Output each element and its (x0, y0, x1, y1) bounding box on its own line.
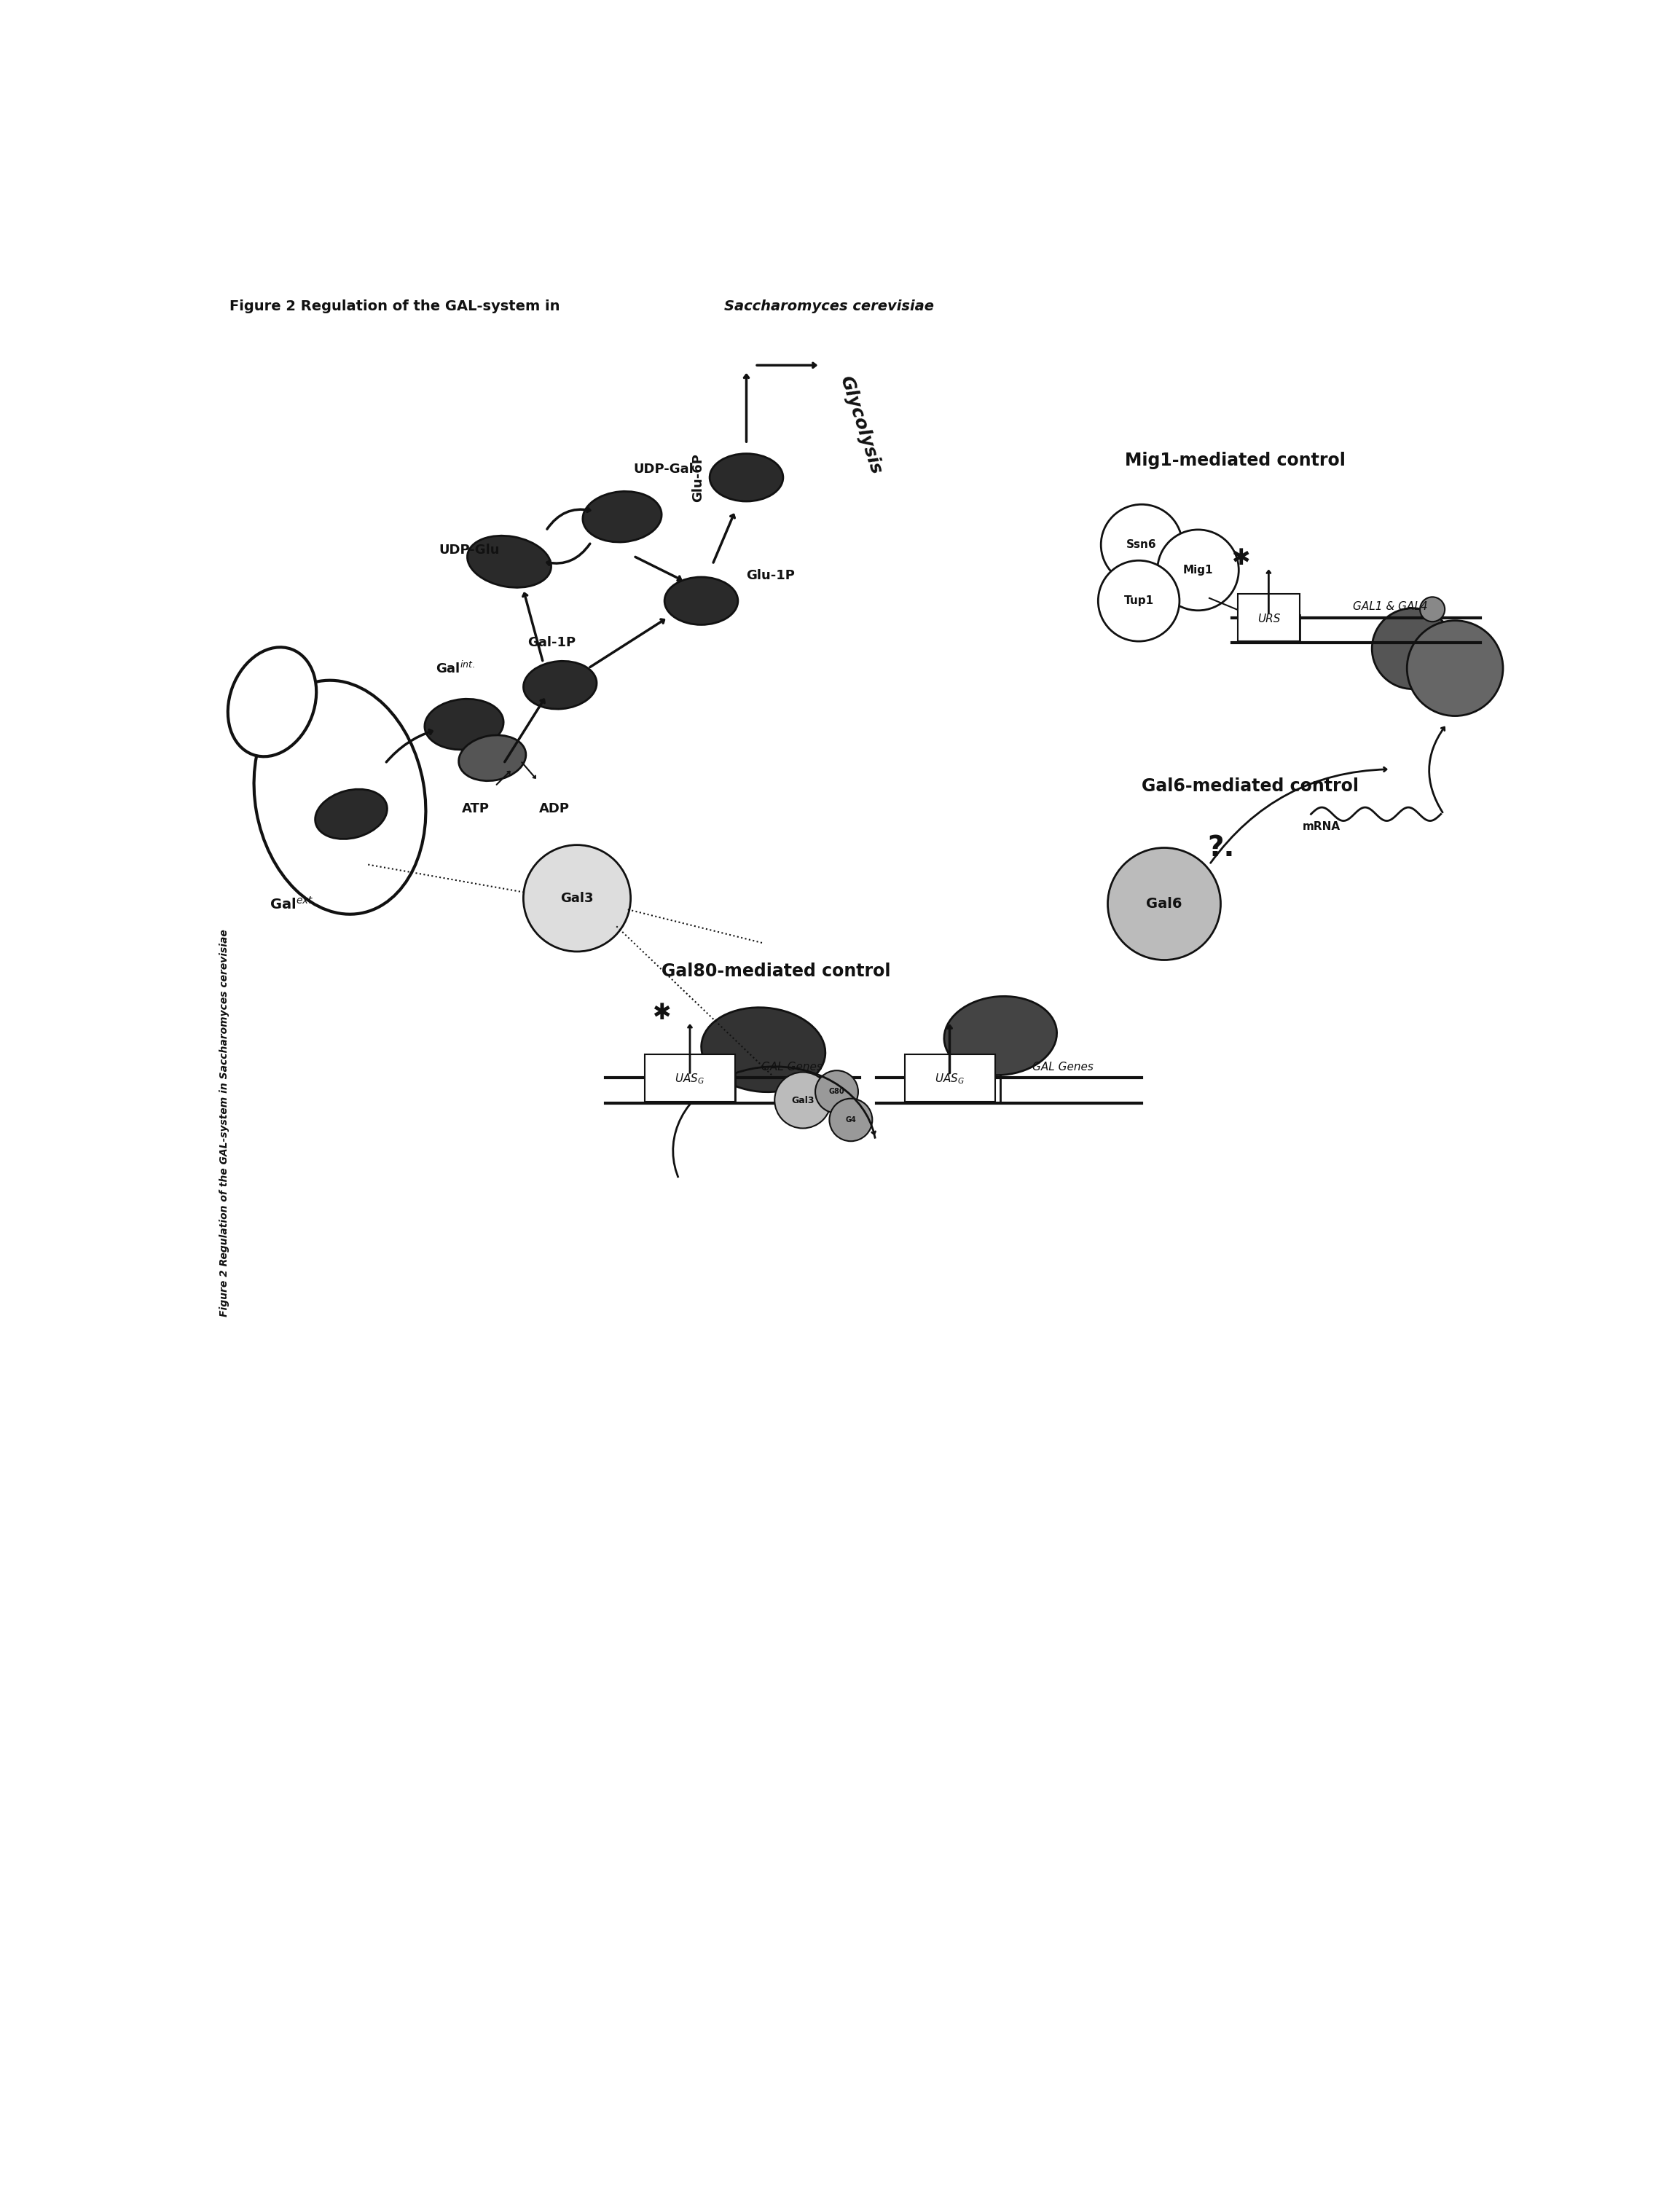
Text: Mig1: Mig1 (1183, 565, 1213, 576)
Circle shape (1100, 505, 1183, 585)
Circle shape (1373, 609, 1453, 689)
Text: Gal-1P: Gal-1P (528, 636, 576, 649)
Circle shape (1420, 596, 1445, 622)
Circle shape (1099, 561, 1179, 642)
Ellipse shape (459, 735, 526, 781)
Text: ✱: ✱ (1231, 547, 1250, 569)
Text: Gal$^{int.}$: Gal$^{int.}$ (435, 660, 475, 675)
Text: mRNA: mRNA (1302, 821, 1341, 832)
Text: Gal80-mediated control: Gal80-mediated control (662, 962, 890, 980)
Text: GAL Genes: GAL Genes (1032, 1062, 1094, 1073)
Text: Mig1-mediated control: Mig1-mediated control (1124, 452, 1346, 470)
Text: Glu-1P: Glu-1P (746, 569, 795, 583)
Ellipse shape (316, 790, 386, 839)
Ellipse shape (944, 995, 1057, 1075)
Circle shape (830, 1099, 872, 1141)
Ellipse shape (228, 647, 316, 757)
Text: G80: G80 (828, 1088, 845, 1095)
Ellipse shape (709, 455, 783, 501)
Circle shape (1406, 620, 1504, 715)
Circle shape (1158, 530, 1238, 611)
Text: ADP: ADP (539, 801, 570, 814)
Text: Glu-6P: Glu-6P (692, 452, 706, 501)
Text: Ssn6: Ssn6 (1127, 539, 1158, 550)
Ellipse shape (524, 662, 596, 708)
Text: ATP: ATP (462, 801, 489, 814)
Text: Gal$^{ext.}$: Gal$^{ext.}$ (269, 896, 314, 911)
Text: UAS$_G$: UAS$_G$ (675, 1073, 706, 1086)
Text: URS: URS (1257, 614, 1280, 625)
Ellipse shape (254, 680, 425, 914)
Circle shape (524, 845, 630, 951)
Text: ?.: ?. (1206, 834, 1235, 861)
Text: Gal3: Gal3 (791, 1095, 815, 1106)
FancyBboxPatch shape (904, 1055, 995, 1101)
Text: G4: G4 (845, 1117, 857, 1123)
Ellipse shape (701, 1006, 825, 1092)
Ellipse shape (425, 700, 504, 750)
Text: Gal6-mediated control: Gal6-mediated control (1142, 777, 1359, 795)
Text: GAL1 & GAL4: GAL1 & GAL4 (1352, 600, 1428, 611)
Text: Glycolysis: Glycolysis (837, 373, 885, 477)
Circle shape (1107, 847, 1221, 960)
Text: UDP-Glu: UDP-Glu (438, 543, 499, 556)
Text: Gal3: Gal3 (561, 892, 593, 905)
Text: Figure 2 Regulation of the GAL-system in: Figure 2 Regulation of the GAL-system in (230, 300, 564, 313)
Text: Tup1: Tup1 (1124, 596, 1154, 607)
Text: GAL Genes: GAL Genes (761, 1062, 822, 1073)
Ellipse shape (583, 492, 662, 543)
Circle shape (774, 1073, 832, 1128)
Text: Gal6: Gal6 (1146, 896, 1183, 911)
Ellipse shape (665, 576, 738, 625)
Text: Saccharomyces cerevisiae: Saccharomyces cerevisiae (724, 300, 934, 313)
FancyBboxPatch shape (1238, 594, 1300, 642)
Text: ✱: ✱ (652, 1002, 670, 1024)
Text: Figure 2 Regulation of the GAL-system in Saccharomyces cerevisiae: Figure 2 Regulation of the GAL-system in… (218, 929, 228, 1315)
Text: UAS$_G$: UAS$_G$ (934, 1073, 964, 1086)
Ellipse shape (467, 536, 551, 587)
Circle shape (815, 1070, 858, 1112)
FancyBboxPatch shape (645, 1055, 736, 1101)
Text: UDP-Gal: UDP-Gal (633, 463, 694, 477)
